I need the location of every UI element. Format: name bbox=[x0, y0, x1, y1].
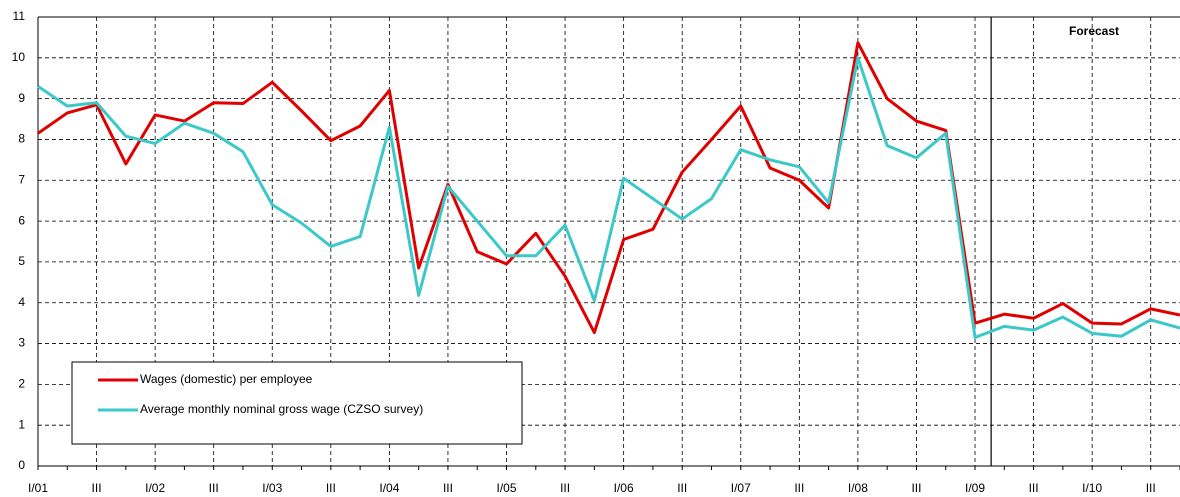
x-tick-label: I/03 bbox=[262, 481, 282, 495]
y-tick-label: 10 bbox=[12, 50, 26, 64]
y-tick-label: 11 bbox=[13, 9, 26, 23]
legend-label: Wages (domestic) per employee bbox=[140, 372, 313, 386]
x-tick-label: III bbox=[326, 481, 336, 495]
x-tick-label: III bbox=[677, 481, 687, 495]
x-tick-label: I/02 bbox=[145, 481, 165, 495]
x-tick-label: I/01 bbox=[28, 481, 48, 495]
x-tick-label: I/06 bbox=[614, 481, 634, 495]
x-tick-label: I/04 bbox=[379, 481, 399, 495]
x-tick-label: I/07 bbox=[731, 481, 751, 495]
y-tick-label: 4 bbox=[18, 295, 25, 309]
y-tick-label: 2 bbox=[18, 377, 25, 391]
y-tick-label: 7 bbox=[18, 172, 25, 186]
x-tick-label: I/09 bbox=[965, 481, 985, 495]
x-tick-label: III bbox=[443, 481, 453, 495]
x-tick-label: III bbox=[92, 481, 102, 495]
annotation: Forecast bbox=[1069, 24, 1119, 38]
x-tick-label: III bbox=[560, 481, 570, 495]
y-tick-label: 0 bbox=[18, 458, 25, 472]
x-tick-label: III bbox=[1146, 481, 1156, 495]
x-tick-label: III bbox=[1029, 481, 1039, 495]
x-tick-label: III bbox=[794, 481, 804, 495]
legend: Wages (domestic) per employee Average mon… bbox=[71, 361, 523, 445]
y-tick-label: 5 bbox=[18, 254, 25, 268]
legend-label: Average monthly nominal gross wage (CZSO… bbox=[140, 402, 423, 416]
y-tick-label: 8 bbox=[18, 132, 25, 146]
y-tick-label: 1 bbox=[18, 417, 25, 431]
x-tick-label: I/05 bbox=[497, 481, 517, 495]
legend-box bbox=[71, 361, 523, 445]
x-tick-label: III bbox=[209, 481, 219, 495]
x-tick-label: I/10 bbox=[1082, 481, 1102, 495]
y-tick-label: 9 bbox=[18, 91, 25, 105]
line bbox=[37, 56, 1180, 339]
y-tick-label: 3 bbox=[18, 336, 25, 350]
y-tick-label: 6 bbox=[18, 213, 25, 227]
x-tick-label: III bbox=[911, 481, 921, 495]
x-tick-label: I/08 bbox=[848, 481, 868, 495]
line bbox=[37, 41, 1180, 335]
